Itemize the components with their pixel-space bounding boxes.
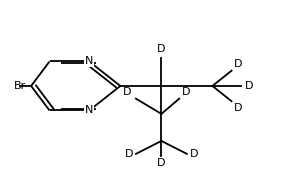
- Text: N: N: [85, 105, 93, 115]
- Text: D: D: [234, 59, 243, 69]
- Text: D: D: [182, 87, 190, 97]
- Text: Br: Br: [14, 81, 26, 91]
- Text: D: D: [157, 44, 166, 54]
- Text: N: N: [85, 56, 93, 66]
- Text: D: D: [157, 158, 166, 168]
- Text: D: D: [234, 103, 243, 113]
- Text: D: D: [123, 87, 132, 97]
- Text: D: D: [245, 81, 253, 91]
- Text: D: D: [125, 149, 133, 159]
- Text: D: D: [190, 149, 198, 159]
